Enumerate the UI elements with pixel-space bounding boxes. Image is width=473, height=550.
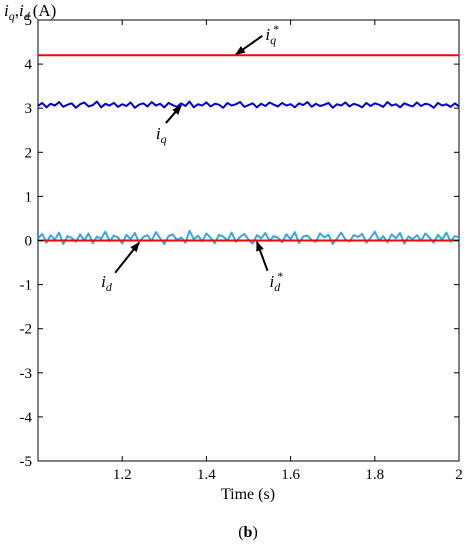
y-tick-label: -1	[20, 278, 33, 294]
annotation-label-iq-ref: iq*	[265, 22, 279, 47]
annotation-arrow-iq-ref	[235, 35, 263, 56]
annotation-label-id: id	[101, 272, 113, 294]
x-tick-label: 1.8	[365, 467, 384, 483]
panel-label: (b)	[238, 524, 258, 541]
y-tick-label: 3	[25, 101, 33, 117]
y-tick-label: -3	[20, 366, 33, 382]
annotation-arrow-id-ref	[255, 240, 269, 272]
y-tick-label: 1	[25, 189, 33, 205]
x-tick-label: 1.6	[281, 467, 300, 483]
y-tick-label: -4	[20, 410, 33, 426]
annotation-label-iq: iq	[156, 124, 167, 146]
x-tick-label: 2	[455, 467, 463, 483]
series-layer	[38, 54, 459, 246]
annotation-label-id-ref: id*	[270, 269, 284, 294]
series-line-iq	[38, 100, 459, 109]
y-axis-label: iq,id (A)	[4, 1, 56, 23]
x-tick-label: 1.2	[113, 467, 132, 483]
y-tick-label: 5	[25, 13, 33, 29]
annotation-arrow-iq	[165, 104, 182, 124]
x-tick-label: 1.4	[197, 467, 216, 483]
ticks-layer: 1.2 1.4 1.6 1.8 2 -5 -4 -3 -2 -1 0 1 2 3 4 5	[20, 13, 463, 483]
y-tick-label: 2	[25, 145, 33, 161]
annotation-arrow-id	[114, 241, 140, 274]
x-axis-label: Time (s)	[221, 486, 275, 503]
y-tick-label: -5	[20, 454, 33, 470]
y-tick-label: 4	[25, 57, 33, 73]
annotation-layer: iq* iq id id*	[101, 22, 283, 294]
y-tick-label: 0	[25, 234, 33, 250]
y-tick-label: -2	[20, 322, 33, 338]
